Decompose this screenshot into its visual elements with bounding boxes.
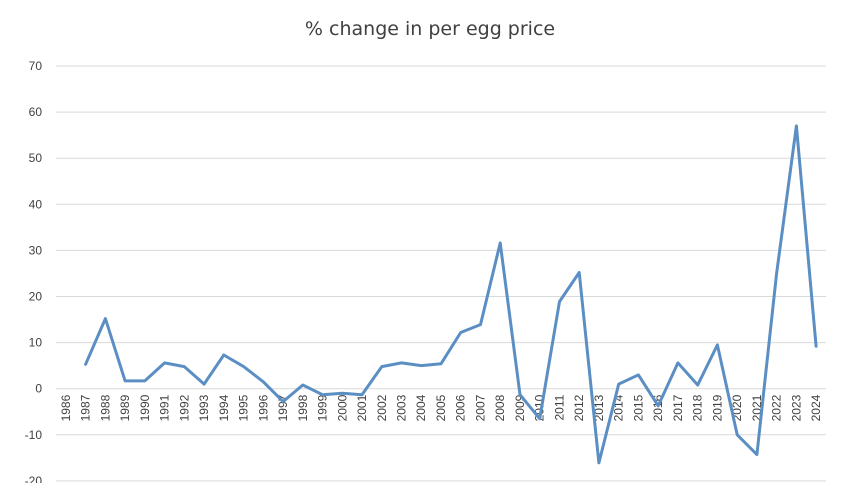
x-tick-label: 1994 [217, 394, 231, 421]
y-tick-label: 70 [29, 59, 43, 73]
x-tick-label: 2015 [631, 394, 645, 421]
x-tick-label: 1990 [138, 394, 152, 421]
x-tick-label: 1992 [177, 394, 191, 421]
y-tick-label: -10 [25, 428, 43, 442]
x-tick-label: 1986 [59, 394, 73, 421]
x-tick-label: 2023 [789, 394, 803, 421]
y-tick-label: 40 [29, 197, 43, 211]
series-line-0 [84, 124, 818, 465]
y-tick-label: 20 [29, 290, 43, 304]
x-tick-label: 2007 [473, 394, 487, 421]
chart-title: % change in per egg price [304, 18, 556, 40]
x-tick-label: 2022 [770, 394, 784, 421]
x-tick-label: 2001 [355, 394, 369, 421]
y-tick-label: 0 [35, 382, 42, 396]
x-tick-label: 1997 [276, 394, 290, 421]
x-tick-label: 1987 [79, 394, 93, 421]
x-tick-label: 2006 [454, 394, 468, 421]
x-tick-label: 2004 [414, 394, 428, 421]
gridlines [56, 65, 826, 482]
x-tick-label: 2024 [809, 394, 823, 421]
y-tick-label: 60 [29, 105, 43, 119]
x-tick-label: 1998 [296, 394, 310, 421]
x-tick-label: 2000 [335, 394, 349, 421]
x-tick-label: 2018 [691, 394, 705, 421]
x-tick-label: 2011 [552, 394, 566, 420]
x-tick-label: 2003 [395, 394, 409, 421]
x-tick-label: 1991 [158, 394, 172, 421]
y-tick-label: 30 [29, 243, 43, 257]
x-tick-label: 2005 [434, 394, 448, 421]
x-tick-label: 2002 [375, 394, 389, 421]
x-tick-label: 2008 [493, 394, 507, 421]
y-tick-label: 50 [29, 151, 43, 165]
x-tick-label: 1995 [237, 394, 251, 421]
x-tick-label: 1989 [118, 394, 132, 421]
x-tick-label: 1999 [316, 394, 330, 421]
series-layer [84, 124, 818, 465]
y-axis-ticks: -20 -10 0 10 20 30 40 50 60 70 [25, 59, 43, 483]
x-tick-label: 1996 [256, 394, 270, 421]
x-axis-ticks: 1986 1987 1988 1989 1990 1991 1992 1993 1994 1995… [59, 394, 823, 421]
y-tick-label: -20 [25, 474, 43, 483]
x-tick-label: 1993 [197, 394, 211, 421]
x-tick-label: 2019 [710, 394, 724, 421]
x-tick-label: 2017 [671, 394, 685, 421]
x-tick-label: 2012 [572, 394, 586, 421]
x-tick-label: 1988 [98, 394, 112, 421]
y-tick-label: 10 [29, 336, 43, 350]
x-tick-label: 2013 [592, 394, 606, 421]
